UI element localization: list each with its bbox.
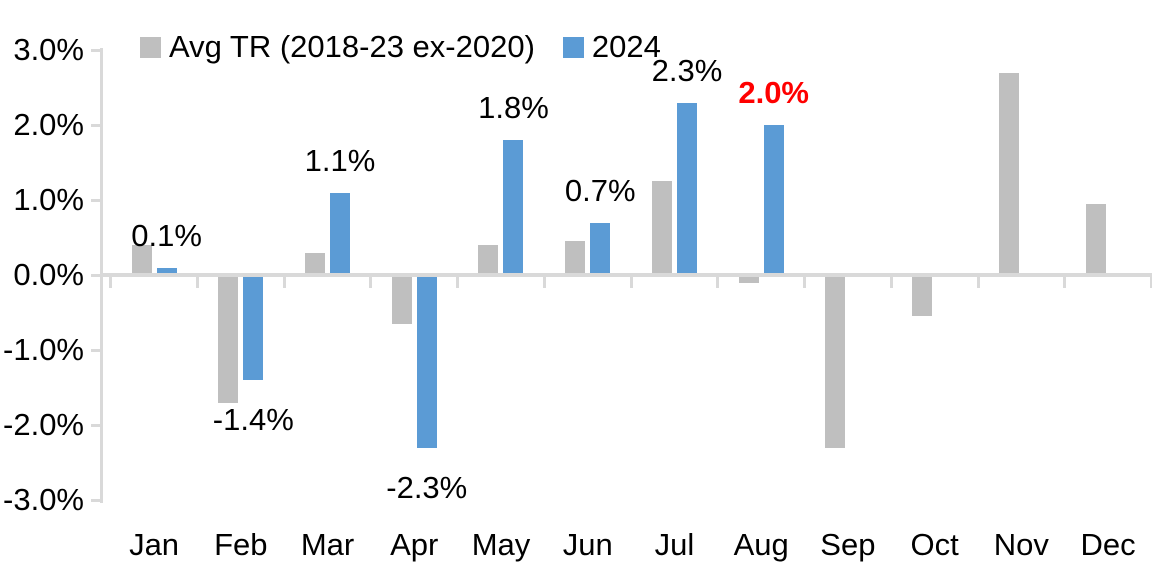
x-tick-mark	[716, 277, 720, 288]
y-tick-mark	[91, 498, 100, 502]
x-tick-label-oct: Oct	[910, 527, 959, 562]
y-tick-mark	[91, 348, 100, 352]
bar-avg-feb	[218, 275, 239, 403]
legend-swatch-avg-icon	[140, 36, 161, 58]
x-tick-label-jan: Jan	[129, 527, 180, 562]
x-tick-mark	[369, 277, 373, 288]
bar-avg-sep	[825, 275, 846, 448]
data-label-mar: 1.1%	[304, 142, 376, 178]
legend-label-avg: Avg TR (2018-23 ex-2020)	[169, 29, 535, 64]
y-tick-label-0.0: 0.0%	[13, 257, 84, 292]
x-tick-label-mar: Mar	[300, 527, 355, 562]
y-tick-mark	[91, 198, 100, 202]
bar-avg-aug	[738, 275, 759, 283]
data-label-jun: 0.7%	[564, 172, 636, 208]
bar-avg-apr	[391, 275, 412, 324]
bar-avg-nov	[998, 72, 1019, 275]
y-tick-label--1.0: -1.0%	[3, 332, 84, 367]
bar-2024-aug	[763, 125, 784, 275]
data-label-aug: 2.0%	[738, 75, 810, 110]
x-tick-label-may: May	[471, 527, 531, 562]
x-tick-label-aug: Aug	[733, 527, 789, 562]
x-tick-mark	[1149, 277, 1152, 288]
data-label-may: 1.8%	[478, 90, 549, 125]
y-tick-label--3.0: -3.0%	[3, 482, 84, 517]
bar-2024-may	[503, 140, 524, 275]
x-tick-mark	[976, 277, 980, 288]
y-tick-mark	[91, 123, 100, 127]
x-tick-label-apr: Apr	[390, 527, 439, 562]
data-label-jul: 2.3%	[651, 52, 723, 88]
y-tick-label-1.0: 1.0%	[13, 182, 84, 217]
x-axis-zero-line	[100, 273, 1152, 277]
bar-avg-dec	[1085, 203, 1106, 275]
bar-2024-mar	[330, 192, 351, 275]
x-tick-mark	[1063, 277, 1067, 288]
data-label-apr: -2.3%	[386, 469, 468, 505]
x-tick-mark	[542, 277, 546, 288]
y-tick-label--2.0: -2.0%	[3, 407, 84, 442]
bar-2024-feb	[243, 275, 264, 380]
bar-avg-mar	[305, 252, 326, 275]
x-tick-label-feb: Feb	[214, 527, 268, 562]
x-tick-mark	[889, 277, 893, 288]
bar-avg-jul	[651, 181, 672, 275]
y-tick-label-3.0: 3.0%	[13, 32, 84, 67]
bar-2024-jun	[590, 222, 611, 275]
x-tick-label-sep: Sep	[820, 527, 876, 562]
y-tick-mark	[91, 273, 100, 277]
x-tick-mark	[195, 277, 199, 288]
data-label-jan: 0.1%	[131, 217, 202, 253]
legend-swatch-2024-icon	[562, 36, 584, 58]
y-tick-mark	[91, 423, 100, 427]
bar-avg-jan	[131, 245, 152, 275]
bar-2024-jan	[156, 267, 177, 275]
bar-avg-may	[478, 245, 499, 275]
x-tick-label-jul: Jul	[654, 527, 695, 562]
bar-avg-oct	[912, 275, 933, 317]
legend-label-2024: 2024	[591, 29, 661, 64]
bar-2024-jul	[676, 102, 697, 275]
x-tick-mark	[282, 277, 286, 288]
x-tick-label-nov: Nov	[993, 527, 1049, 562]
x-tick-label-jun: Jun	[562, 527, 613, 562]
x-tick-mark	[803, 277, 807, 288]
legend: Avg TR (2018-23 ex-2020) 2024	[140, 29, 661, 64]
y-tick-label-2.0: 2.0%	[13, 107, 84, 142]
bar-avg-jun	[565, 241, 586, 275]
data-label-feb: -1.4%	[212, 402, 294, 437]
x-tick-label-dec: Dec	[1080, 527, 1136, 562]
y-tick-mark	[91, 48, 100, 52]
x-tick-mark	[456, 277, 460, 288]
x-tick-mark	[109, 277, 113, 288]
x-tick-mark	[629, 277, 633, 288]
bar-2024-apr	[416, 275, 437, 448]
